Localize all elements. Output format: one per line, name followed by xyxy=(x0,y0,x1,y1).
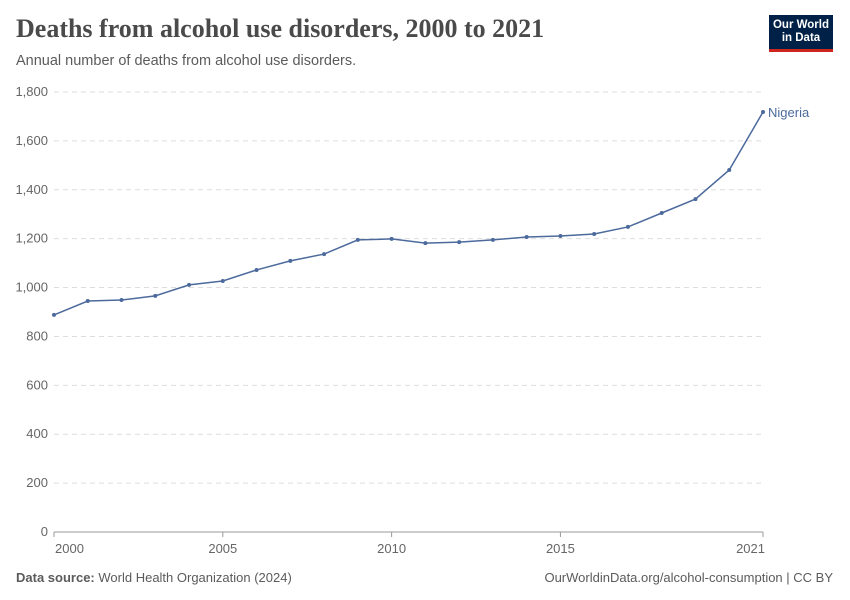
data-point xyxy=(592,232,597,237)
logo-line2: in Data xyxy=(781,32,821,44)
data-point xyxy=(288,258,293,263)
data-point xyxy=(389,236,394,241)
data-point xyxy=(457,240,462,245)
data-point xyxy=(524,234,529,239)
y-tick-label: 0 xyxy=(41,524,48,539)
source-url[interactable]: OurWorldinData.org/alcohol-consumption |… xyxy=(544,570,833,585)
data-point xyxy=(220,278,225,283)
data-point xyxy=(52,312,56,317)
data-point xyxy=(693,197,698,202)
x-tick-label: 2015 xyxy=(546,541,575,556)
data-point xyxy=(187,282,192,287)
y-tick-label: 800 xyxy=(26,328,48,343)
y-tick-label: 1,400 xyxy=(15,182,48,197)
data-point xyxy=(558,233,563,238)
y-tick-label: 400 xyxy=(26,426,48,441)
data-point xyxy=(355,237,360,242)
data-point xyxy=(153,293,158,298)
y-tick-label: 1,200 xyxy=(15,231,48,246)
data-point xyxy=(727,167,732,172)
data-point xyxy=(119,298,124,303)
owid-logo[interactable]: Our World in Data xyxy=(769,15,833,52)
y-tick-label: 1,800 xyxy=(15,84,48,99)
data-point xyxy=(490,237,495,242)
logo-line1: Our World xyxy=(772,19,829,31)
data-point xyxy=(625,224,630,229)
data-source: Data source: World Health Organization (… xyxy=(16,570,292,585)
y-tick-label: 1,000 xyxy=(15,280,48,295)
data-point xyxy=(322,252,327,257)
data-point xyxy=(85,299,90,303)
series-label: Nigeria xyxy=(768,105,810,120)
y-tick-label: 600 xyxy=(26,377,48,392)
x-tick-label: 2000 xyxy=(55,541,84,556)
y-tick-label: 1,600 xyxy=(15,133,48,148)
data-point xyxy=(659,211,664,215)
x-tick-label: 2005 xyxy=(208,541,237,556)
source-text[interactable]: World Health Organization (2024) xyxy=(98,570,292,585)
data-point xyxy=(761,110,765,115)
series-line-nigeria xyxy=(53,111,764,316)
data-point xyxy=(423,241,428,246)
chart-subtitle: Annual number of deaths from alcohol use… xyxy=(16,53,357,69)
chart-title: Deaths from alcohol use disorders, 2000 … xyxy=(16,14,545,43)
data-point xyxy=(254,267,259,272)
source-label: Data source: xyxy=(16,570,95,585)
x-tick-label: 2010 xyxy=(377,541,406,556)
x-tick-label: 2021 xyxy=(736,541,765,556)
y-tick-label: 200 xyxy=(26,475,48,490)
